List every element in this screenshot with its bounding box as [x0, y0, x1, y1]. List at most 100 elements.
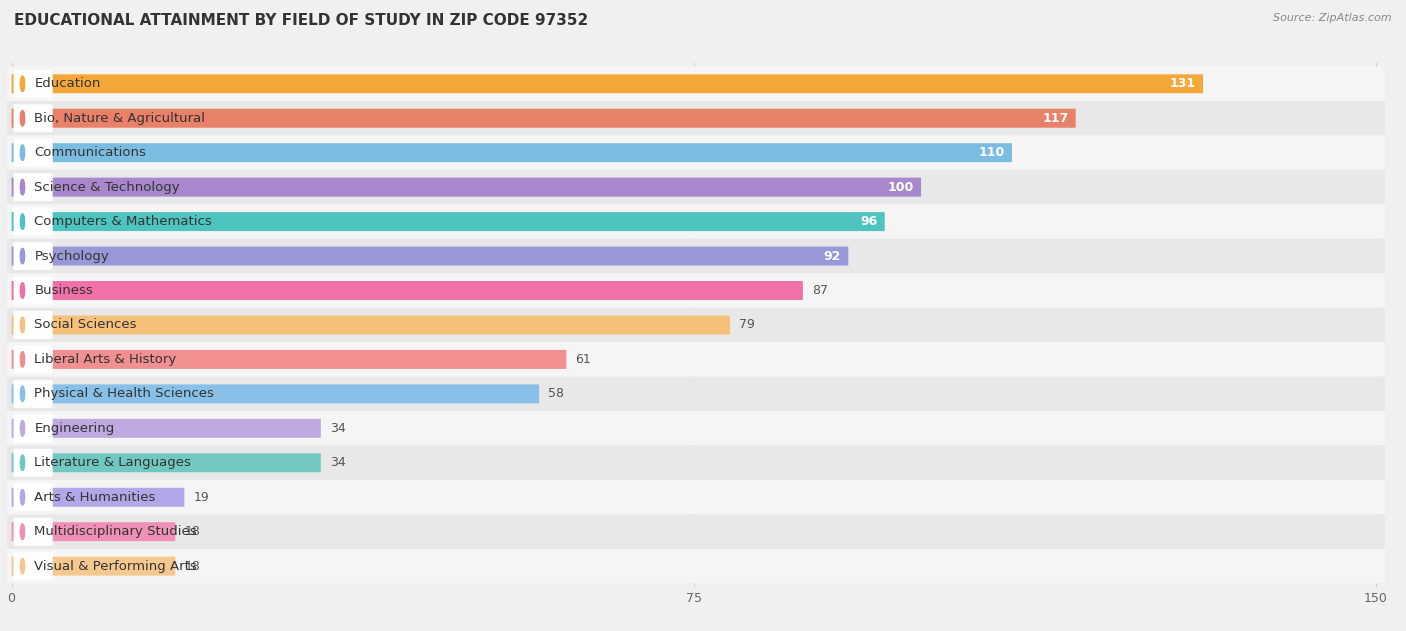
- Text: 87: 87: [811, 284, 828, 297]
- Circle shape: [21, 490, 24, 505]
- Text: Multidisciplinary Studies: Multidisciplinary Studies: [34, 525, 197, 538]
- Text: 117: 117: [1042, 112, 1069, 125]
- FancyBboxPatch shape: [14, 345, 52, 374]
- FancyBboxPatch shape: [14, 552, 52, 580]
- Circle shape: [21, 283, 24, 298]
- Circle shape: [21, 317, 24, 333]
- FancyBboxPatch shape: [14, 276, 52, 305]
- Text: 92: 92: [824, 249, 841, 262]
- Circle shape: [21, 455, 24, 470]
- Circle shape: [21, 76, 24, 91]
- FancyBboxPatch shape: [11, 74, 1204, 93]
- FancyBboxPatch shape: [11, 488, 184, 507]
- FancyBboxPatch shape: [11, 281, 803, 300]
- FancyBboxPatch shape: [14, 311, 52, 339]
- FancyBboxPatch shape: [7, 136, 1385, 170]
- Circle shape: [21, 249, 24, 264]
- Circle shape: [21, 145, 24, 160]
- FancyBboxPatch shape: [14, 449, 52, 477]
- Circle shape: [21, 558, 24, 574]
- FancyBboxPatch shape: [7, 445, 1385, 480]
- Circle shape: [21, 352, 24, 367]
- FancyBboxPatch shape: [7, 377, 1385, 411]
- Circle shape: [21, 490, 24, 505]
- Text: 131: 131: [1170, 77, 1195, 90]
- Circle shape: [21, 558, 24, 574]
- Circle shape: [21, 421, 24, 436]
- Circle shape: [21, 110, 24, 126]
- FancyBboxPatch shape: [7, 101, 1385, 136]
- FancyBboxPatch shape: [14, 483, 52, 511]
- Text: Physical & Health Sciences: Physical & Health Sciences: [34, 387, 214, 401]
- FancyBboxPatch shape: [11, 247, 848, 266]
- Text: 34: 34: [330, 456, 346, 469]
- FancyBboxPatch shape: [11, 453, 321, 472]
- Text: Engineering: Engineering: [34, 422, 114, 435]
- Text: EDUCATIONAL ATTAINMENT BY FIELD OF STUDY IN ZIP CODE 97352: EDUCATIONAL ATTAINMENT BY FIELD OF STUDY…: [14, 13, 588, 28]
- Text: Science & Technology: Science & Technology: [34, 180, 180, 194]
- Circle shape: [21, 524, 24, 540]
- Text: Source: ZipAtlas.com: Source: ZipAtlas.com: [1274, 13, 1392, 23]
- FancyBboxPatch shape: [14, 380, 52, 408]
- Circle shape: [21, 76, 24, 91]
- FancyBboxPatch shape: [11, 384, 538, 403]
- Circle shape: [21, 386, 24, 401]
- Text: Business: Business: [34, 284, 93, 297]
- FancyBboxPatch shape: [11, 178, 921, 197]
- Text: 58: 58: [548, 387, 564, 401]
- FancyBboxPatch shape: [11, 143, 1012, 162]
- FancyBboxPatch shape: [7, 342, 1385, 377]
- FancyBboxPatch shape: [11, 212, 884, 231]
- Circle shape: [21, 214, 24, 229]
- Text: 61: 61: [575, 353, 591, 366]
- FancyBboxPatch shape: [14, 518, 52, 546]
- Circle shape: [21, 421, 24, 436]
- FancyBboxPatch shape: [11, 316, 730, 334]
- Circle shape: [21, 317, 24, 333]
- Circle shape: [21, 110, 24, 126]
- Text: 100: 100: [887, 180, 914, 194]
- Text: Social Sciences: Social Sciences: [34, 319, 136, 331]
- FancyBboxPatch shape: [7, 308, 1385, 342]
- Text: Psychology: Psychology: [34, 249, 110, 262]
- FancyBboxPatch shape: [14, 173, 52, 201]
- Circle shape: [21, 455, 24, 470]
- FancyBboxPatch shape: [7, 273, 1385, 308]
- FancyBboxPatch shape: [11, 557, 176, 575]
- Text: 18: 18: [184, 560, 200, 573]
- Text: 96: 96: [860, 215, 877, 228]
- FancyBboxPatch shape: [14, 208, 52, 235]
- Circle shape: [21, 145, 24, 160]
- FancyBboxPatch shape: [11, 109, 1076, 127]
- FancyBboxPatch shape: [7, 239, 1385, 273]
- FancyBboxPatch shape: [14, 70, 52, 98]
- FancyBboxPatch shape: [14, 415, 52, 442]
- Text: 18: 18: [184, 525, 200, 538]
- Text: Literature & Languages: Literature & Languages: [34, 456, 191, 469]
- Circle shape: [21, 249, 24, 264]
- FancyBboxPatch shape: [11, 522, 176, 541]
- FancyBboxPatch shape: [14, 104, 52, 132]
- Text: Liberal Arts & History: Liberal Arts & History: [34, 353, 177, 366]
- Circle shape: [21, 180, 24, 195]
- FancyBboxPatch shape: [14, 242, 52, 270]
- Text: 19: 19: [194, 491, 209, 504]
- Circle shape: [21, 283, 24, 298]
- Circle shape: [21, 180, 24, 195]
- Text: 79: 79: [740, 319, 755, 331]
- Text: Arts & Humanities: Arts & Humanities: [34, 491, 156, 504]
- Text: Education: Education: [34, 77, 101, 90]
- Text: Bio, Nature & Agricultural: Bio, Nature & Agricultural: [34, 112, 205, 125]
- FancyBboxPatch shape: [7, 514, 1385, 549]
- FancyBboxPatch shape: [7, 170, 1385, 204]
- FancyBboxPatch shape: [7, 411, 1385, 445]
- FancyBboxPatch shape: [7, 480, 1385, 514]
- Text: Computers & Mathematics: Computers & Mathematics: [34, 215, 212, 228]
- Circle shape: [21, 352, 24, 367]
- Text: Visual & Performing Arts: Visual & Performing Arts: [34, 560, 197, 573]
- Text: 110: 110: [979, 146, 1005, 159]
- FancyBboxPatch shape: [7, 549, 1385, 584]
- Text: Communications: Communications: [34, 146, 146, 159]
- FancyBboxPatch shape: [11, 419, 321, 438]
- Circle shape: [21, 214, 24, 229]
